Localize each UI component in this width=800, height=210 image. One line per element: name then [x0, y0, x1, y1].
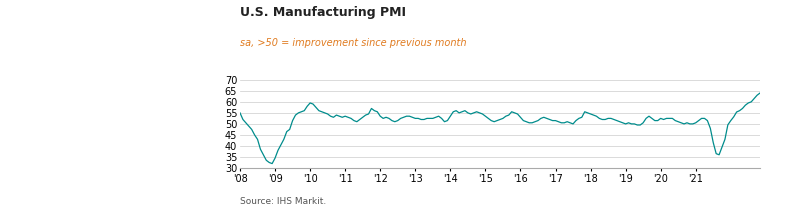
Text: Source: IHS Markit.: Source: IHS Markit.	[240, 197, 326, 206]
Text: sa, >50 = improvement since previous month: sa, >50 = improvement since previous mon…	[240, 38, 466, 48]
Text: U.S. Manufacturing PMI: U.S. Manufacturing PMI	[240, 6, 406, 19]
